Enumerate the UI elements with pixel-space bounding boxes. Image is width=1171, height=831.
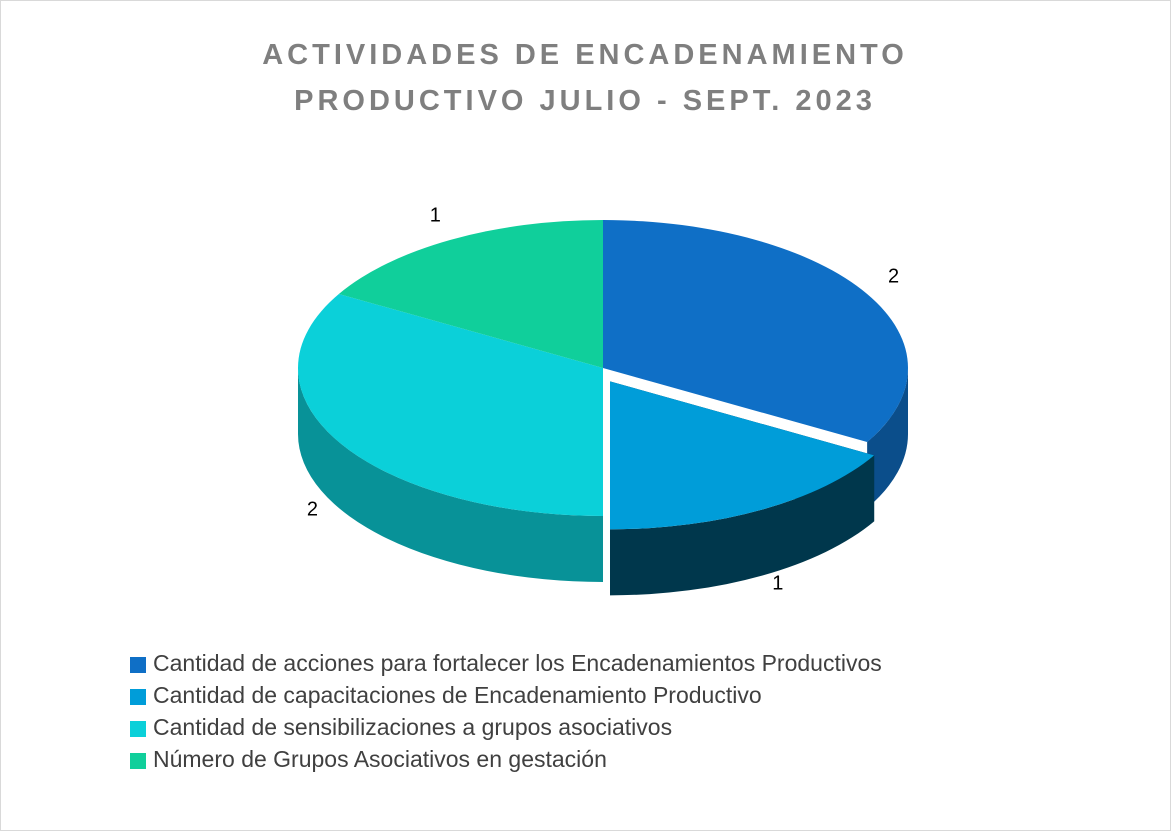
pie-slice bbox=[603, 220, 909, 508]
legend-swatch bbox=[130, 753, 146, 769]
data-label: 2 bbox=[307, 499, 318, 521]
pie-slice-top bbox=[603, 220, 908, 442]
pie-slice bbox=[338, 220, 603, 368]
pie-slice-side bbox=[610, 455, 875, 596]
legend-swatch bbox=[130, 689, 146, 705]
pie-slice bbox=[298, 294, 603, 582]
legend-swatch bbox=[130, 657, 146, 673]
legend-label: Cantidad de sensibilizaciones a grupos a… bbox=[153, 714, 672, 740]
chart-title: ACTIVIDADES DE ENCADENAMIENTO bbox=[262, 39, 908, 71]
pie-slice bbox=[610, 381, 875, 596]
data-label: 2 bbox=[888, 265, 899, 287]
chart-title: PRODUCTIVO JULIO - SEPT. 2023 bbox=[294, 85, 876, 117]
legend-label: Número de Grupos Asociativos en gestació… bbox=[153, 746, 607, 772]
data-label: 1 bbox=[772, 573, 783, 595]
pie-slice-top bbox=[610, 381, 875, 530]
pie-slice-side bbox=[298, 368, 603, 582]
data-label: 1 bbox=[430, 205, 441, 227]
legend-label: Cantidad de acciones para fortalecer los… bbox=[153, 650, 882, 676]
pie-slice-side bbox=[867, 368, 909, 508]
pie-slice-top bbox=[338, 220, 603, 368]
legend-swatch bbox=[130, 721, 146, 737]
pie-slice-top bbox=[298, 294, 603, 516]
legend-label: Cantidad de capacitaciones de Encadenami… bbox=[153, 682, 762, 708]
